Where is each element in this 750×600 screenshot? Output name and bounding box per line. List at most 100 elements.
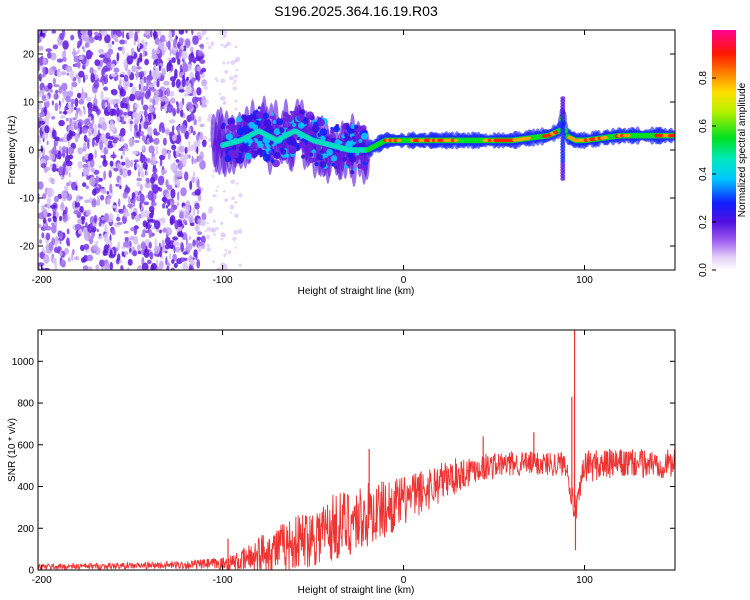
snr-ytick-label: 600 (17, 440, 34, 451)
noise-blob (122, 147, 129, 152)
noise-blob (83, 259, 86, 263)
noise-blob (97, 32, 103, 42)
noise-blob (38, 45, 44, 51)
noise-blob (51, 222, 55, 226)
transition-blob (244, 115, 253, 123)
noise-blob (224, 70, 229, 74)
noise-blob (158, 260, 164, 270)
noise-blob (207, 117, 212, 122)
noise-blob (196, 209, 200, 215)
noise-blob (109, 261, 113, 270)
noise-blob (105, 74, 108, 78)
noise-blob (178, 48, 182, 56)
noise-blob (189, 46, 194, 53)
noise-blob (168, 59, 172, 68)
noise-blob (143, 249, 150, 258)
noise-blob (200, 219, 207, 227)
noise-blob (152, 81, 157, 86)
noise-blob (72, 248, 75, 256)
ridge-hot (396, 138, 402, 143)
noise-blob (212, 194, 216, 198)
noise-blob (83, 231, 91, 241)
noise-blob (161, 197, 168, 202)
spectrogram-ytick-label: -10 (20, 194, 35, 205)
colorbar-tick-label: 0.0 (698, 263, 709, 277)
noise-blob (69, 70, 75, 80)
noise-blob (236, 182, 239, 185)
noise-blob (181, 78, 186, 88)
noise-blob (48, 241, 54, 252)
noise-blob (67, 257, 71, 262)
transition-blob (317, 118, 325, 127)
noise-blob (200, 235, 206, 245)
ridge-spike (560, 159, 566, 164)
noise-blob (39, 112, 45, 118)
noise-blob (138, 123, 142, 133)
noise-blob (163, 80, 170, 86)
noise-blob (164, 129, 171, 135)
noise-blob (112, 151, 115, 160)
ridge-spike (560, 142, 566, 147)
noise-blob (77, 44, 80, 49)
noise-blob (51, 100, 55, 106)
transition-blob (268, 150, 274, 155)
noise-blob (74, 97, 79, 108)
noise-blob (83, 107, 86, 115)
noise-blob (137, 250, 142, 255)
noise-blob (174, 220, 179, 230)
noise-blob (109, 249, 113, 257)
noise-blob (139, 157, 145, 162)
noise-blob (168, 131, 174, 137)
noise-blob (81, 127, 88, 134)
noise-blob (38, 181, 44, 190)
noise-blob (160, 169, 168, 175)
noise-blob (166, 63, 169, 73)
noise-blob (99, 54, 105, 58)
noise-blob (177, 231, 183, 238)
noise-blob (149, 176, 155, 184)
noise-blob (164, 244, 170, 250)
noise-blob (144, 91, 150, 100)
noise-blob (111, 204, 117, 209)
noise-blob (200, 43, 205, 50)
transition-blob (333, 125, 340, 133)
noise-blob (92, 188, 97, 196)
noise-blob (232, 86, 237, 91)
noise-blob (53, 247, 59, 253)
noise-blob (199, 123, 205, 128)
noise-blob (136, 66, 142, 70)
noise-blob (129, 235, 135, 241)
noise-blob (171, 259, 175, 264)
noise-blob (77, 121, 82, 129)
noise-blob (68, 180, 72, 186)
transition-blob (265, 124, 274, 133)
noise-blob (220, 221, 224, 226)
noise-blob (38, 224, 42, 228)
noise-blob (60, 115, 66, 119)
noise-blob (134, 140, 140, 143)
noise-blob (42, 87, 45, 96)
ridge-spike (560, 125, 566, 129)
noise-blob (84, 137, 88, 143)
noise-blob (173, 245, 176, 254)
noise-blob (165, 41, 170, 48)
noise-blob (191, 155, 194, 165)
noise-blob (88, 266, 93, 270)
noise-blob (159, 158, 163, 167)
noise-blob (116, 222, 123, 225)
noise-blob (99, 141, 104, 151)
noise-blob (207, 113, 213, 119)
noise-blob (142, 145, 145, 151)
transition-blob (308, 157, 315, 164)
noise-blob (220, 95, 226, 101)
transition-blob (273, 152, 281, 159)
noise-blob (123, 111, 128, 116)
noise-blob (115, 183, 120, 187)
noise-blob (98, 221, 102, 227)
noise-blob (203, 136, 207, 140)
transition-blob (236, 116, 243, 123)
noise-blob (161, 239, 166, 250)
noise-blob (154, 49, 161, 55)
noise-blob (141, 39, 145, 45)
noise-blob (49, 163, 53, 169)
